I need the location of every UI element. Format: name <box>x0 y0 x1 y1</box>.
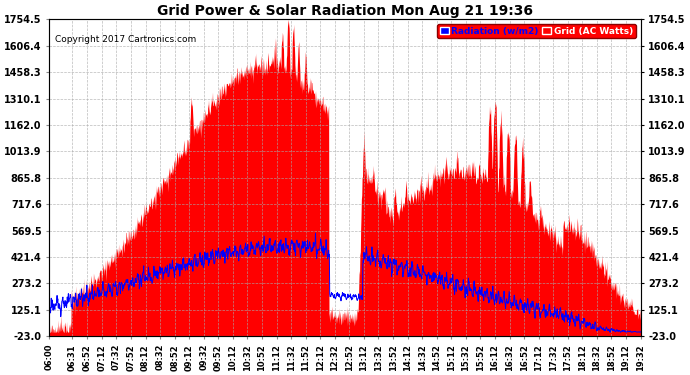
Legend: Radiation (w/m2), Grid (AC Watts): Radiation (w/m2), Grid (AC Watts) <box>437 24 636 38</box>
Title: Grid Power & Solar Radiation Mon Aug 21 19:36: Grid Power & Solar Radiation Mon Aug 21 … <box>157 4 533 18</box>
Text: Copyright 2017 Cartronics.com: Copyright 2017 Cartronics.com <box>55 35 197 44</box>
